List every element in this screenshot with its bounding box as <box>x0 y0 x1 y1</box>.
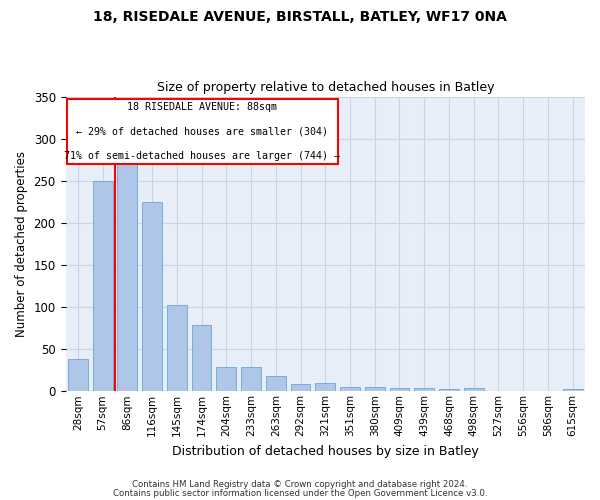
Bar <box>290 384 310 392</box>
Bar <box>415 388 434 392</box>
Bar <box>266 376 286 392</box>
Title: Size of property relative to detached houses in Batley: Size of property relative to detached ho… <box>157 82 494 94</box>
Bar <box>340 387 360 392</box>
Bar <box>464 388 484 392</box>
Bar <box>142 202 162 392</box>
Bar <box>68 360 88 392</box>
Bar <box>191 325 211 392</box>
Bar <box>67 98 338 164</box>
Text: Contains HM Land Registry data © Crown copyright and database right 2024.: Contains HM Land Registry data © Crown c… <box>132 480 468 489</box>
Bar <box>217 367 236 392</box>
Text: ← 29% of detached houses are smaller (304): ← 29% of detached houses are smaller (30… <box>76 126 328 136</box>
Text: 71% of semi-detached houses are larger (744) →: 71% of semi-detached houses are larger (… <box>64 150 340 160</box>
Bar <box>439 388 459 392</box>
Bar <box>563 388 583 392</box>
Bar <box>316 383 335 392</box>
Text: 18 RISEDALE AVENUE: 88sqm: 18 RISEDALE AVENUE: 88sqm <box>127 102 277 113</box>
Bar <box>241 367 261 392</box>
Y-axis label: Number of detached properties: Number of detached properties <box>15 151 28 337</box>
Bar <box>93 181 113 392</box>
Bar <box>118 146 137 392</box>
Text: 18, RISEDALE AVENUE, BIRSTALL, BATLEY, WF17 0NA: 18, RISEDALE AVENUE, BIRSTALL, BATLEY, W… <box>93 10 507 24</box>
Bar <box>167 304 187 392</box>
Text: Contains public sector information licensed under the Open Government Licence v3: Contains public sector information licen… <box>113 488 487 498</box>
Bar <box>365 387 385 392</box>
X-axis label: Distribution of detached houses by size in Batley: Distribution of detached houses by size … <box>172 444 479 458</box>
Bar <box>389 388 409 392</box>
